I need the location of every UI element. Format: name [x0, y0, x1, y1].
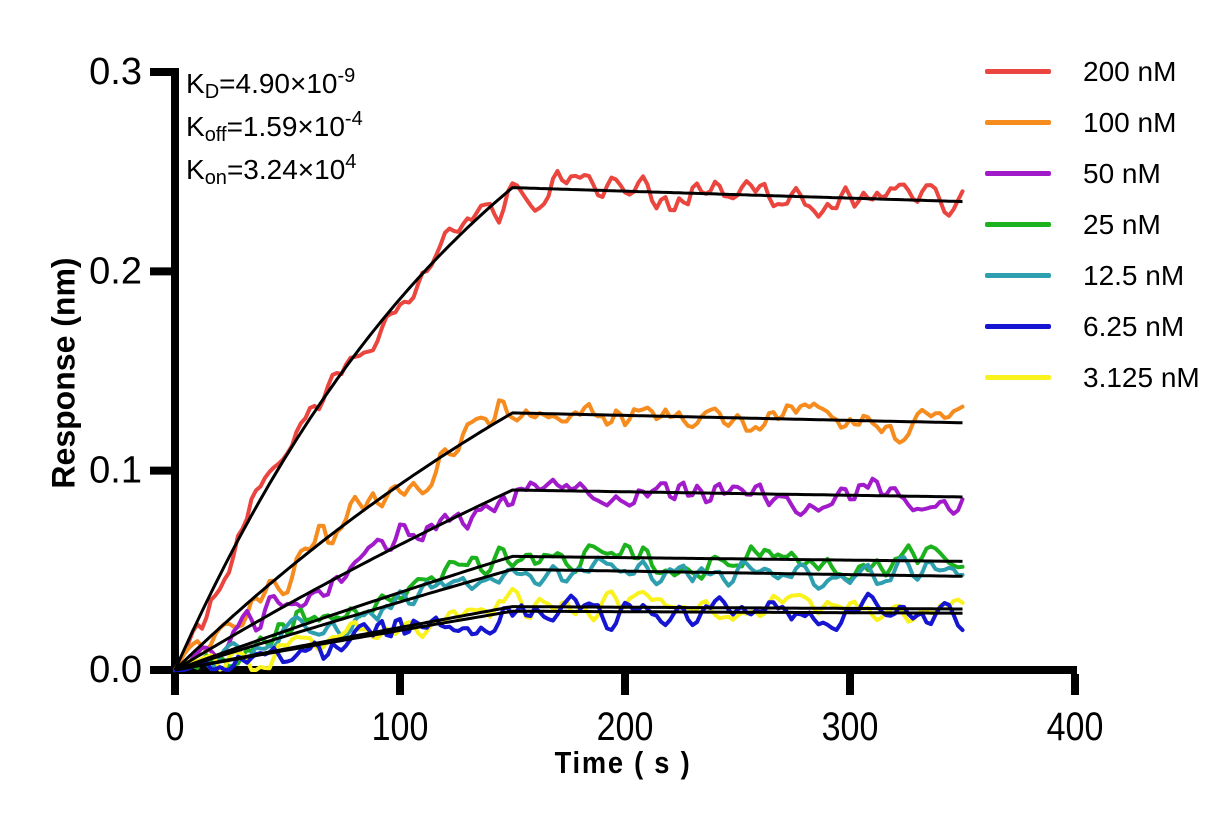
y-tick-label: 0.1: [89, 450, 142, 492]
svg-text:400: 400: [1047, 703, 1104, 748]
legend-color-line-3.125nm: [985, 375, 1051, 380]
x-tick-label: 400: [1047, 703, 1104, 748]
svg-text:0: 0: [166, 703, 185, 748]
x-axis-title: Time ( s ): [554, 745, 692, 780]
fit-6.25nM: [174, 609, 963, 672]
fit-200nM: [173, 186, 963, 671]
trace-50nM: [173, 476, 965, 672]
y-tick-label: 0.2: [89, 250, 142, 292]
trace-100nM: [173, 398, 965, 672]
svg-text:200: 200: [597, 703, 654, 748]
x-tick-label: 0: [166, 703, 185, 748]
legend-item-3.125nm: 3.125 nM: [985, 352, 1200, 403]
legend-item-25nm: 25 nM: [985, 199, 1200, 250]
legend-label-100nm: 100 nM: [1083, 106, 1177, 138]
legend-label-6.25nm: 6.25 nM: [1083, 310, 1185, 342]
legend-label-200nm: 200 nM: [1083, 55, 1177, 87]
legend-color-line-50nm: [985, 171, 1051, 176]
legend-color-line-6.25nm: [985, 324, 1051, 329]
fit-25nM: [174, 554, 963, 672]
legend-item-50nm: 50 nM: [985, 148, 1200, 199]
kon-annotation: Kon=3.24×104: [186, 151, 357, 189]
legend-label-25nm: 25 nM: [1083, 208, 1161, 240]
legend-label-50nm: 50 nM: [1083, 157, 1161, 189]
legend-item-100nm: 100 nM: [985, 97, 1200, 148]
fit-3.125nM: [174, 605, 963, 672]
legend-color-line-200nm: [985, 69, 1051, 74]
trace-200nM: [173, 169, 965, 672]
x-tick-label: 200: [597, 703, 654, 748]
y-tick-label: 0.3: [89, 51, 142, 93]
legend-item-6.25nm: 6.25 nM: [985, 301, 1200, 352]
trace-12.5nM: [173, 555, 965, 672]
legend-item-200nm: 200 nM: [985, 46, 1200, 97]
legend-label-3.125nm: 3.125 nM: [1083, 361, 1200, 393]
fit-50nM: [174, 488, 963, 672]
legend-color-line-100nm: [985, 120, 1051, 125]
trace-25nM: [173, 542, 965, 672]
trace-6.25nM: [173, 591, 965, 672]
kinetic-constants: KD=4.90×10-9 Koff=1.59×10-4 Kon=3.24×104: [186, 62, 363, 191]
legend-label-12.5nm: 12.5 nM: [1083, 259, 1185, 291]
legend-color-line-25nm: [985, 222, 1051, 227]
x-tick-label: 300: [822, 703, 879, 748]
y-axis-title: Response (nm): [45, 257, 82, 489]
svg-text:100: 100: [372, 703, 429, 748]
x-tick-label: 100: [372, 703, 429, 748]
fit-12.5nM: [174, 567, 963, 672]
legend-item-12.5nm: 12.5 nM: [985, 250, 1200, 301]
koff-annotation: Koff=1.59×10-4: [186, 108, 363, 146]
svg-text:300: 300: [822, 703, 879, 748]
legend: 200 nM 100 nM 50 nM 25 nM 12.5 nM 6.25 n…: [985, 46, 1200, 403]
y-tick-label: 0.0: [89, 649, 142, 691]
fit-100nM: [173, 411, 963, 672]
legend-color-line-12.5nm: [985, 273, 1051, 278]
kd-annotation: KD=4.90×10-9: [186, 65, 356, 103]
